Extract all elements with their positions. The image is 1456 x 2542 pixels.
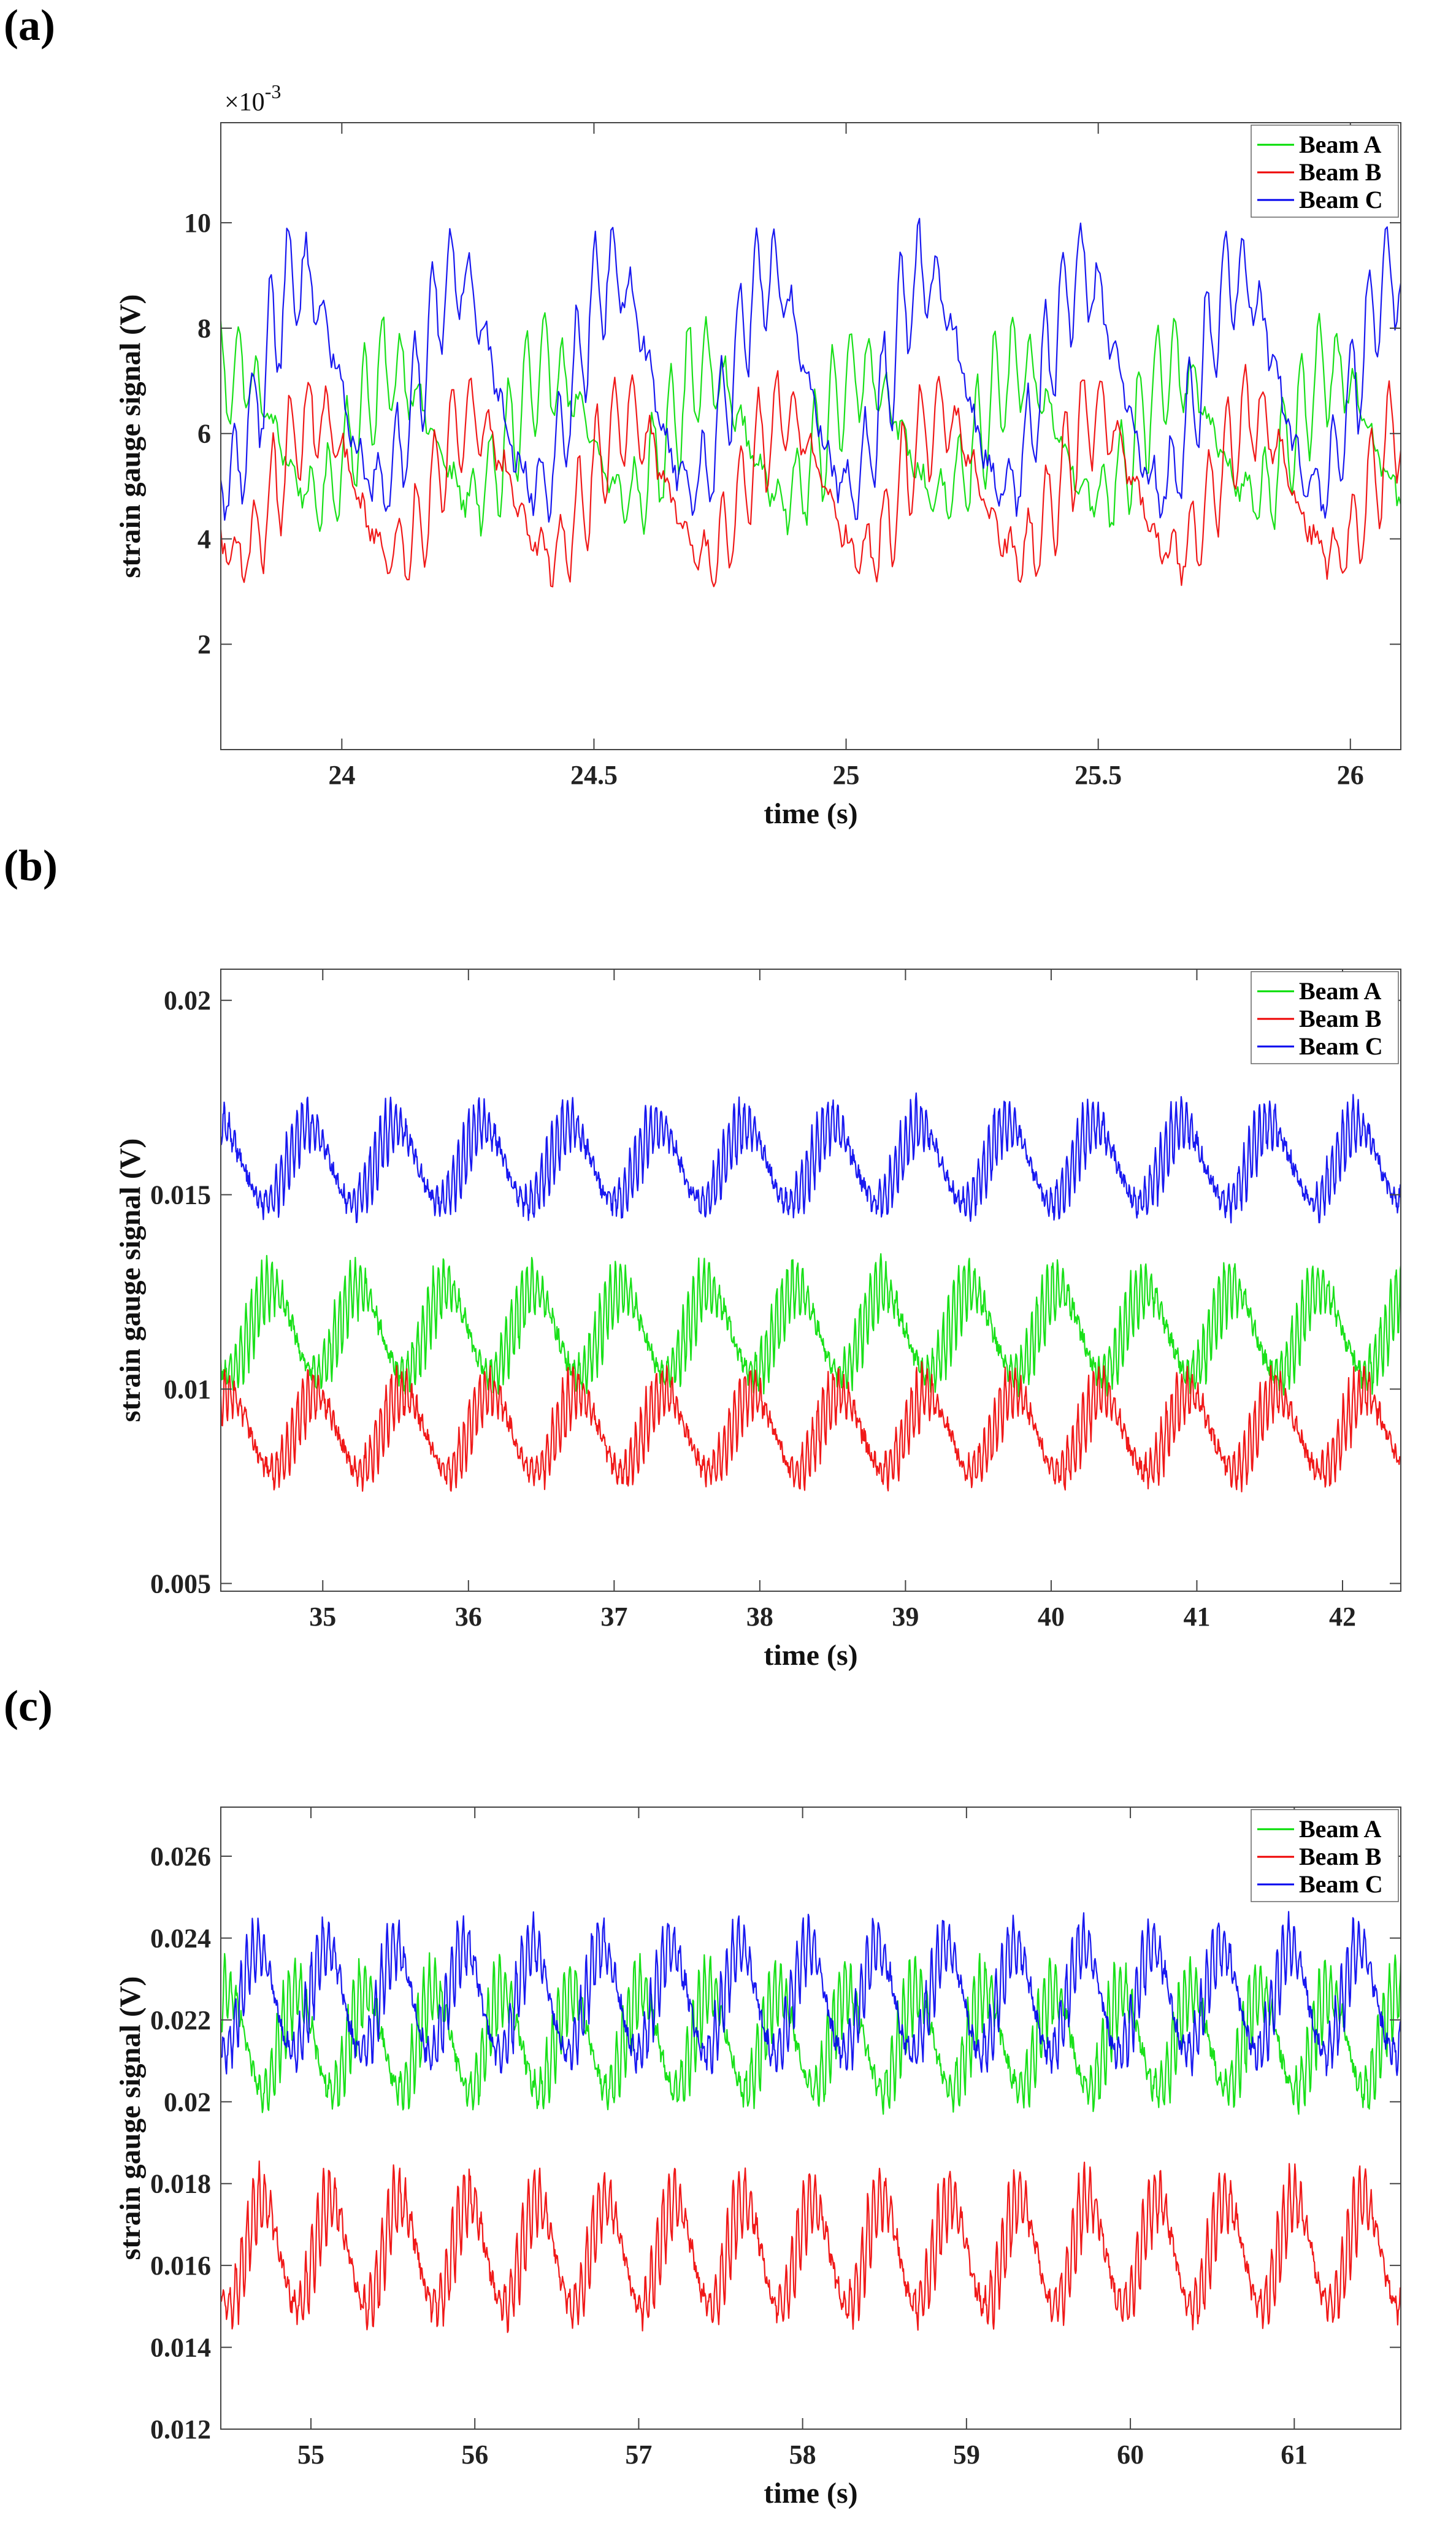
legend-label: Beam B bbox=[1299, 1005, 1381, 1032]
axes-frame bbox=[220, 969, 1401, 1592]
x-tick-label: 61 bbox=[1281, 2440, 1308, 2470]
x-tick-label: 36 bbox=[455, 1602, 482, 1632]
legend-label: Beam B bbox=[1299, 158, 1381, 186]
y-tick-label: 8 bbox=[197, 313, 211, 344]
y-tick-label: 0.022 bbox=[150, 2005, 211, 2035]
x-tick-label: 39 bbox=[892, 1602, 919, 1632]
y-tick-label: 0.005 bbox=[150, 1569, 211, 1599]
legend-label: Beam A bbox=[1299, 977, 1382, 1005]
y-tick-label: 0.018 bbox=[150, 2169, 211, 2199]
y-tick-label: 4 bbox=[197, 524, 211, 554]
series-line-beam-b bbox=[221, 1361, 1401, 1492]
x-tick-label: 35 bbox=[309, 1602, 336, 1632]
series-group bbox=[221, 1092, 1401, 1492]
x-tick-label: 60 bbox=[1117, 2440, 1144, 2470]
series-line-beam-c bbox=[221, 1092, 1401, 1224]
series-group bbox=[221, 1911, 1401, 2333]
x-tick-label: 56 bbox=[461, 2440, 488, 2470]
x-tick-label: 58 bbox=[789, 2440, 816, 2470]
y-tick-label: 0.01 bbox=[164, 1374, 211, 1404]
y-axis-title: strain gauge signal (V) bbox=[114, 294, 147, 578]
axes-frame bbox=[220, 122, 1401, 750]
legend-label: Beam B bbox=[1299, 1843, 1381, 1870]
x-axis-title: time (s) bbox=[764, 1639, 857, 1672]
series-line-beam-a bbox=[221, 312, 1401, 537]
x-tick-label: 38 bbox=[746, 1602, 773, 1632]
y-tick-label: 0.012 bbox=[150, 2414, 211, 2444]
x-axis-title: time (s) bbox=[764, 2477, 857, 2509]
x-tick-label: 24 bbox=[328, 760, 355, 790]
x-tick-label: 25 bbox=[833, 760, 860, 790]
x-tick-label: 42 bbox=[1329, 1602, 1356, 1632]
series-group bbox=[221, 218, 1401, 588]
y-tick-label: 0.02 bbox=[164, 986, 211, 1016]
y-tick-label: 0.016 bbox=[150, 2251, 211, 2281]
y-scale-exponent-power: -3 bbox=[265, 80, 282, 102]
y-axis-title: strain gauge signal (V) bbox=[114, 1976, 147, 2260]
y-tick-label: 6 bbox=[197, 419, 211, 449]
legend-label: Beam C bbox=[1299, 1870, 1383, 1898]
axes-frame bbox=[220, 1807, 1401, 2430]
x-axis-title: time (s) bbox=[764, 797, 857, 830]
y-tick-label: 10 bbox=[184, 208, 211, 238]
legend-box bbox=[1251, 971, 1399, 1064]
x-tick-label: 55 bbox=[297, 2440, 324, 2470]
plot-area bbox=[221, 1807, 1401, 2429]
series-line-beam-c bbox=[221, 218, 1401, 523]
y-tick-label: 0.015 bbox=[150, 1180, 211, 1210]
x-tick-label: 57 bbox=[625, 2440, 652, 2470]
panel-label-a: (a) bbox=[4, 1, 55, 50]
legend-label: Beam A bbox=[1299, 1815, 1382, 1843]
plot-area bbox=[221, 969, 1401, 1591]
x-tick-label: 41 bbox=[1183, 1602, 1210, 1632]
legend-label: Beam C bbox=[1299, 186, 1383, 213]
panel-label-b: (b) bbox=[4, 841, 58, 890]
y-tick-label: 0.024 bbox=[150, 1923, 211, 1953]
y-tick-label: 2 bbox=[197, 629, 211, 659]
x-tick-label: 26 bbox=[1337, 760, 1364, 790]
x-tick-label: 24.5 bbox=[570, 760, 618, 790]
series-line-beam-c bbox=[221, 1911, 1401, 2076]
series-line-beam-b bbox=[221, 2160, 1401, 2333]
y-axis-title: strain gauge signal (V) bbox=[114, 1139, 147, 1423]
series-line-beam-b bbox=[221, 364, 1401, 588]
legend-label: Beam C bbox=[1299, 1032, 1383, 1060]
x-tick-label: 25.5 bbox=[1075, 760, 1122, 790]
panel-label-c: (c) bbox=[4, 1681, 53, 1730]
x-tick-label: 59 bbox=[953, 2440, 980, 2470]
chart-b: 35 36 37 38 39 40 41 42 0.005 0.01 0.015 0.02 time (… bbox=[114, 969, 1401, 1672]
series-line-beam-a bbox=[221, 1253, 1401, 1397]
x-tick-label: 40 bbox=[1038, 1602, 1065, 1632]
y-tick-label: 0.026 bbox=[150, 1841, 211, 1872]
x-tick-label: 37 bbox=[600, 1602, 627, 1632]
y-tick-label: 0.02 bbox=[164, 2087, 211, 2117]
legend-label: Beam A bbox=[1299, 131, 1382, 158]
legend-box bbox=[1251, 1809, 1399, 1902]
y-tick-label: 0.014 bbox=[150, 2333, 211, 2363]
legend-box bbox=[1251, 125, 1399, 218]
